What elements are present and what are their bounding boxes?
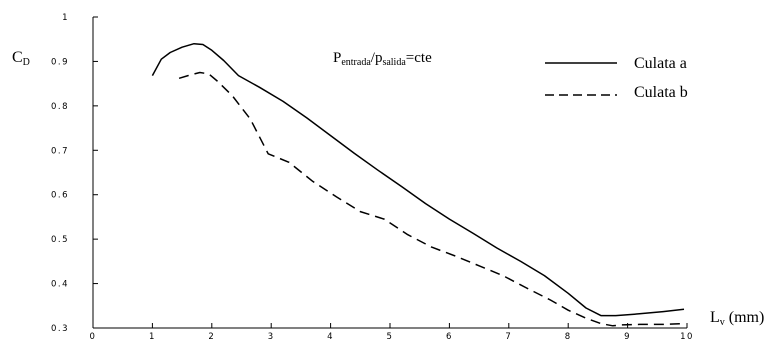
x-tick-label: 10: [680, 332, 694, 342]
series-line-culata-b: [178, 71, 685, 327]
legend-label-culata-b: Culata b: [634, 84, 688, 101]
x-axis-title: Lv (mm): [710, 309, 764, 328]
y-tick-label: 0.9: [51, 57, 69, 67]
y-axis-title-main: C: [12, 49, 23, 66]
x-tick-label: 7: [505, 332, 512, 342]
pressure-ratio-annotation: Pentrada/psalida=cte: [333, 50, 432, 68]
x-tick-label: 0: [90, 332, 97, 342]
y-axis-title-sub: D: [23, 57, 30, 68]
annotation-suffix: =cte: [406, 50, 432, 66]
y-axis-title: CD: [12, 49, 30, 68]
y-tick-label: 0.7: [51, 146, 69, 156]
x-axis-title-sub: v: [720, 317, 725, 328]
x-tick-label: 8: [565, 332, 572, 342]
y-tick-label: 0.5: [51, 235, 69, 245]
x-axis-title-unit: (mm): [725, 309, 765, 326]
legend: Culata a Culata b: [545, 55, 688, 101]
x-tick-label: 3: [268, 332, 275, 342]
x-tick-label: 5: [387, 332, 394, 342]
y-axis-ticks: 1 0.9 0.8 0.7 0.6 0.5 0.4 0.3: [51, 13, 98, 334]
x-axis-title-main: L: [710, 309, 720, 326]
y-tick-label: 0.6: [51, 191, 69, 201]
annotation-slash: /: [371, 50, 376, 66]
x-tick-label: 6: [446, 332, 453, 342]
y-tick-label: 0.3: [51, 324, 69, 334]
annotation-p2-sub: salida: [382, 57, 406, 68]
series-line-culata-a: [151, 42, 685, 317]
x-tick-label: 1: [149, 332, 156, 342]
x-tick-label: 4: [327, 332, 334, 342]
series-lines: [151, 42, 685, 327]
y-tick-label: 0.8: [51, 102, 69, 112]
annotation-p1-sub: entrada: [341, 57, 371, 68]
annotation-p2: p: [375, 50, 383, 66]
x-tick-label: 2: [208, 332, 215, 342]
legend-label-culata-a: Culata a: [634, 55, 687, 72]
y-tick-label: 1: [62, 13, 69, 23]
x-tick-label: 9: [624, 332, 631, 342]
x-axis-ticks: 0 1 2 3 4 5 6 7 8 9 10: [90, 323, 694, 342]
y-tick-label: 0.4: [51, 280, 69, 290]
annotation-p1: P: [333, 50, 341, 66]
